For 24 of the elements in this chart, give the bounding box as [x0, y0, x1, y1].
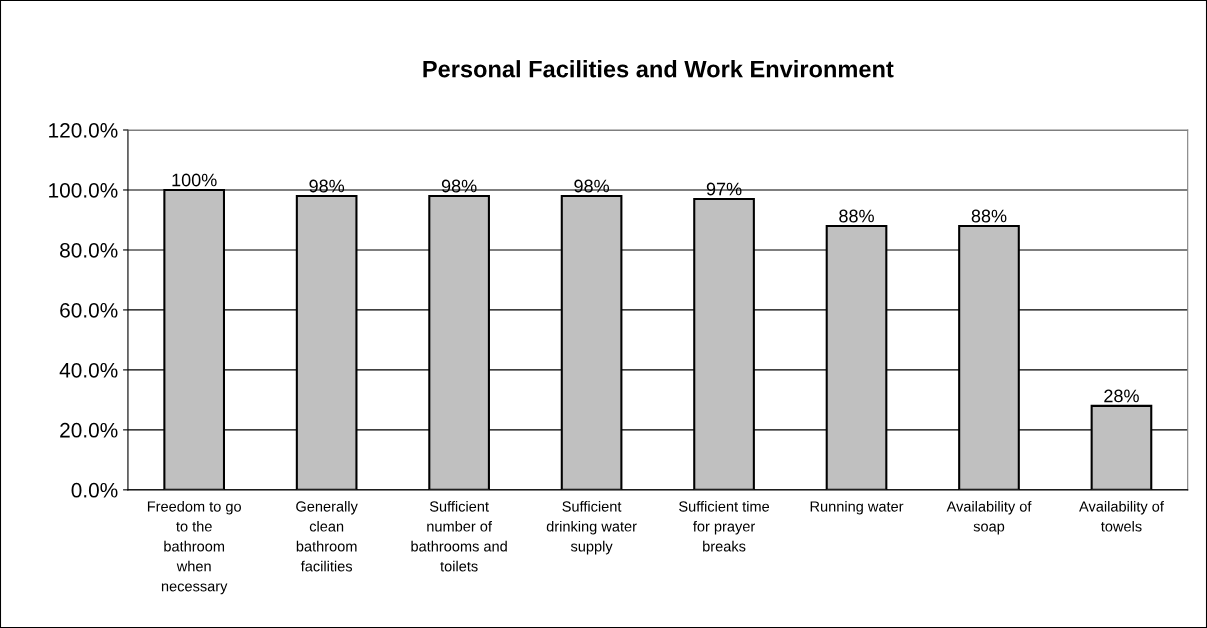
x-tick-label: Sufficient drinking water supply — [546, 500, 637, 555]
y-tick-label: 60.0% — [60, 302, 118, 318]
x-tick-label: Generally clean bathroom facilities — [296, 500, 358, 572]
chart-title: Personal Facilities and Work Environment — [423, 60, 894, 78]
x-tick-label: Sufficient time for prayer breaks — [679, 500, 770, 552]
data-label: 98% — [574, 179, 610, 193]
y-tick-label: 40.0% — [59, 362, 118, 378]
x-tick-label: Availability of soap — [946, 500, 1032, 535]
x-tick-label: Running water — [810, 500, 904, 515]
data-label: 98% — [309, 179, 345, 193]
data-label: 88% — [839, 209, 874, 223]
data-label: 100% — [172, 173, 217, 187]
y-tick-label: 20.0% — [60, 422, 118, 438]
y-tick-label: 80.0% — [60, 242, 118, 258]
x-tick-label: Availability of towels — [1079, 500, 1164, 532]
x-tick-label: Sufficient number of bathrooms and toilets — [411, 500, 507, 572]
y-tick-label: 0.0% — [71, 482, 118, 498]
data-label: 98% — [441, 179, 477, 193]
y-tick-label: 120.0% — [49, 123, 118, 138]
data-label: 97% — [706, 182, 742, 196]
data-label: 28% — [1104, 389, 1139, 403]
y-tick-label: 100.0% — [49, 182, 118, 198]
data-label: 88% — [971, 209, 1007, 223]
x-tick-label: Freedom to go to the bathroom when necessary — [147, 500, 241, 595]
